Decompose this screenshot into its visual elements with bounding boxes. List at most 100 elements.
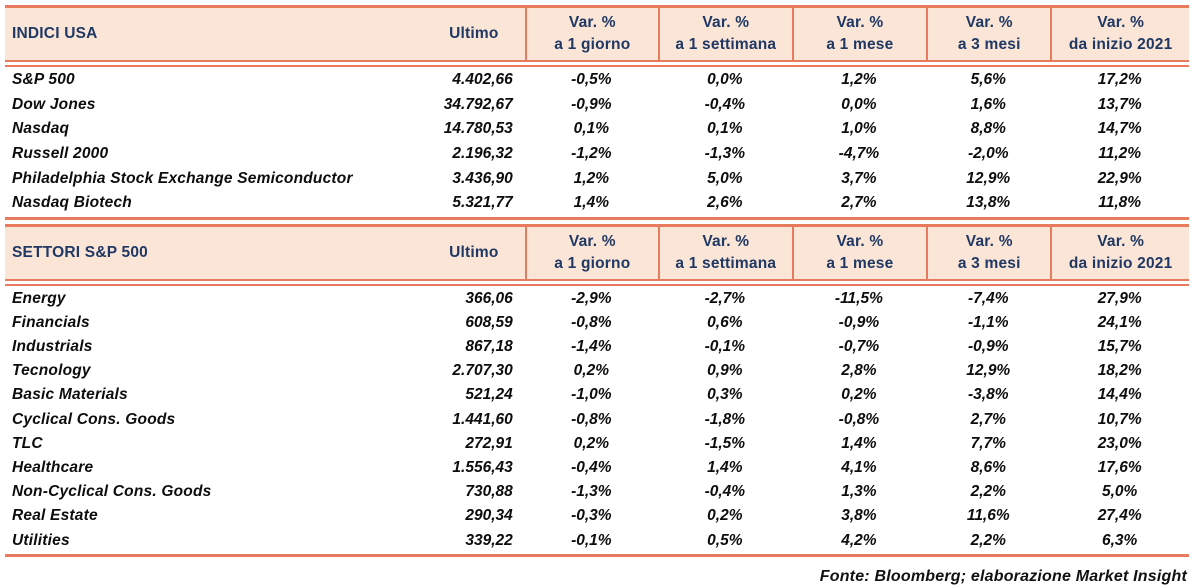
var-percent-value: 14,4% bbox=[1097, 386, 1142, 404]
var-column-header-line2: a 1 settimana bbox=[675, 36, 777, 53]
header-divider-rule bbox=[5, 60, 1189, 67]
var-percent-value: -0,9% bbox=[571, 95, 612, 113]
var-column-header: Var. % a 1 mese bbox=[791, 226, 926, 279]
var-percent-value: 0,3% bbox=[707, 386, 743, 404]
var-percent-value: 1,4% bbox=[707, 458, 743, 476]
table-row: Dow Jones 34.792,67 -0,9% -0,4% 0,0% 1,6% 13,7… bbox=[5, 93, 1189, 118]
table-bottom-rule bbox=[5, 216, 1189, 220]
table-row: S&P 500 4.402,66 -0,5% 0,0% 1,2% 5,6% 17,2% bbox=[5, 68, 1189, 93]
instrument-name: Philadelphia Stock Exchange Semiconducto… bbox=[12, 169, 353, 187]
var-column-header-line2: a 3 mesi bbox=[957, 36, 1021, 53]
var-column-header: Var. % a 3 mesi bbox=[926, 8, 1050, 60]
section-title: INDICI USA bbox=[12, 25, 98, 42]
var-percent-value: -1,3% bbox=[704, 145, 746, 163]
instrument-name: Basic Materials bbox=[12, 386, 128, 404]
var-percent-value: -0,5% bbox=[571, 71, 612, 89]
var-percent-value: 1,2% bbox=[573, 169, 610, 187]
var-percent-value: 2,2% bbox=[970, 531, 1006, 549]
var-percent-value: -1,3% bbox=[571, 483, 612, 501]
var-percent-value: 3,8% bbox=[841, 507, 877, 525]
var-percent-value: -1,0% bbox=[571, 386, 612, 404]
var-percent-value: 13,7% bbox=[1097, 95, 1142, 113]
ultimo-value: 608,59 bbox=[465, 313, 513, 331]
table-header-row: SETTORI S&P 500 Ultimo Var. % a 1 giorno V… bbox=[5, 226, 1189, 279]
var-column-header-line1: Var. % bbox=[702, 232, 750, 250]
header-divider-rule bbox=[5, 278, 1189, 286]
var-percent-value: 2,7% bbox=[841, 194, 877, 212]
instrument-name: Real Estate bbox=[12, 507, 98, 525]
table-row: Non-Cyclical Cons. Goods 730,88 -1,3% -0,4%… bbox=[5, 480, 1189, 504]
var-percent-value: -0,9% bbox=[968, 338, 1009, 356]
var-percent-value: 0,1% bbox=[707, 120, 743, 138]
var-percent-value: 22,9% bbox=[1097, 169, 1142, 187]
ultimo-value: 290,34 bbox=[465, 507, 513, 525]
instrument-name: Russell 2000 bbox=[12, 145, 109, 163]
var-percent-value: 5,0% bbox=[1101, 483, 1138, 501]
ultimo-value: 339,22 bbox=[465, 531, 513, 549]
ultimo-value: 2.196,32 bbox=[452, 145, 513, 163]
var-percent-value: -0,4% bbox=[704, 95, 746, 113]
var-percent-value: 17,6% bbox=[1097, 458, 1142, 476]
var-percent-value: 1,4% bbox=[841, 434, 877, 452]
var-percent-value: -4,7% bbox=[838, 145, 880, 163]
var-percent-value: -2,0% bbox=[968, 145, 1009, 163]
var-percent-value: -1,1% bbox=[968, 313, 1009, 331]
ultimo-value: 14.780,53 bbox=[443, 120, 513, 138]
var-percent-value: 0,5% bbox=[707, 531, 743, 549]
table-row: Russell 2000 2.196,32 -1,2% -1,3% -4,7% -2,0%… bbox=[5, 142, 1189, 167]
var-percent-value: 12,9% bbox=[966, 362, 1011, 380]
instrument-name: Cyclical Cons. Goods bbox=[12, 410, 176, 428]
var-percent-value: 0,0% bbox=[707, 71, 743, 89]
var-percent-value: 1,4% bbox=[573, 194, 610, 212]
instrument-name: Non-Cyclical Cons. Goods bbox=[12, 483, 212, 501]
var-column-header-line1: Var. % bbox=[836, 232, 884, 250]
var-percent-value: 1,6% bbox=[970, 95, 1006, 113]
ultimo-value: 34.792,67 bbox=[443, 95, 513, 113]
var-percent-value: 8,6% bbox=[970, 458, 1006, 476]
var-percent-value: 0,6% bbox=[707, 313, 743, 331]
var-percent-value: 4,1% bbox=[841, 458, 877, 476]
ultimo-value: 272,91 bbox=[465, 434, 513, 452]
instrument-name: Industrials bbox=[12, 338, 93, 356]
instrument-name: Nasdaq Biotech bbox=[12, 194, 132, 212]
var-percent-value: 11,2% bbox=[1098, 145, 1142, 163]
var-percent-value: 12,9% bbox=[966, 169, 1011, 187]
instrument-name: Tecnology bbox=[12, 362, 91, 380]
table-body: Energy 366,06 -2,9% -2,7% -11,5% -7,4% 27,9% Fi… bbox=[5, 286, 1189, 554]
table-bottom-rule bbox=[5, 553, 1189, 557]
var-column-header: Var. % a 1 settimana bbox=[657, 8, 792, 60]
ultimo-value: 3.436,90 bbox=[452, 169, 513, 187]
tables-container: INDICI USA Ultimo Var. % a 1 giorno Var. %… bbox=[5, 5, 1189, 557]
column-header-ultimo: Ultimo bbox=[449, 243, 499, 261]
var-percent-value: 27,9% bbox=[1097, 289, 1142, 307]
table-row: Basic Materials 521,24 -1,0% 0,3% 0,2% -3,8% 1… bbox=[5, 383, 1189, 407]
var-percent-value: -2,9% bbox=[571, 289, 612, 307]
var-column-header-line2: a 1 giorno bbox=[554, 254, 631, 272]
var-percent-value: 17,2% bbox=[1097, 71, 1142, 89]
var-percent-value: -11,5% bbox=[834, 289, 883, 307]
var-percent-value: -2,7% bbox=[704, 289, 746, 307]
table-row: Real Estate 290,34 -0,3% 0,2% 3,8% 11,6% 27,4% bbox=[5, 504, 1189, 528]
var-column-header: Var. % da inizio 2021 bbox=[1050, 8, 1189, 60]
var-column-header-line2: a 3 mesi bbox=[957, 254, 1021, 272]
var-percent-value: 5,0% bbox=[707, 169, 743, 187]
index-table-section: SETTORI S&P 500 Ultimo Var. % a 1 giorno V… bbox=[5, 223, 1189, 557]
var-percent-value: 2,8% bbox=[841, 362, 877, 380]
var-column-header: Var. % a 3 mesi bbox=[926, 226, 1050, 279]
var-percent-value: 7,7% bbox=[970, 434, 1006, 452]
instrument-name: TLC bbox=[12, 434, 43, 452]
ultimo-value: 4.402,66 bbox=[452, 71, 513, 89]
var-percent-value: -1,5% bbox=[704, 434, 746, 452]
source-note: Fonte: Bloomberg; elaborazione Market In… bbox=[819, 567, 1187, 585]
var-percent-value: 1,0% bbox=[841, 120, 877, 138]
var-column-header-line2: da inizio 2021 bbox=[1068, 36, 1173, 53]
var-column-header: Var. % a 1 giorno bbox=[524, 226, 658, 279]
table-row: Philadelphia Stock Exchange Semiconducto… bbox=[5, 166, 1189, 191]
table-top-rule bbox=[5, 223, 1189, 227]
var-percent-value: 3,7% bbox=[841, 169, 877, 187]
instrument-name: Financials bbox=[12, 313, 90, 331]
table-header-row: INDICI USA Ultimo Var. % a 1 giorno Var. %… bbox=[5, 8, 1189, 60]
var-percent-value: 13,8% bbox=[966, 194, 1011, 212]
var-percent-value: 0,1% bbox=[573, 120, 610, 138]
